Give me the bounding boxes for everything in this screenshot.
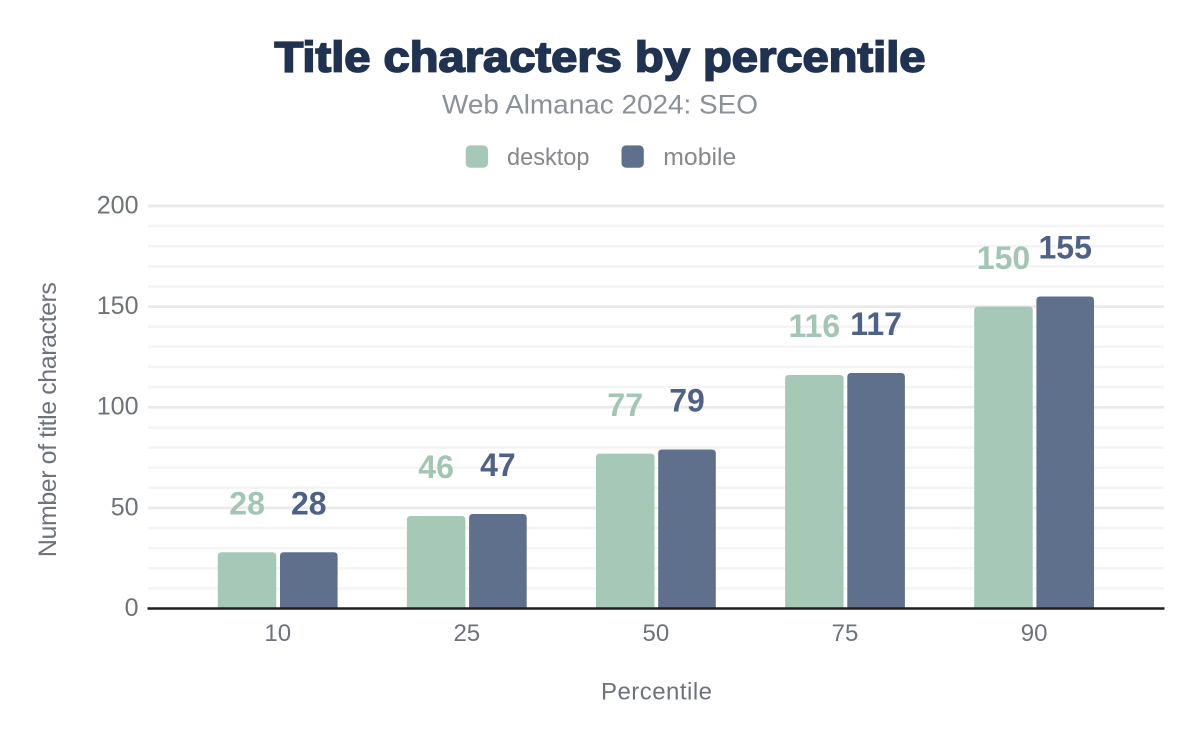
svg-text:46: 46: [418, 449, 454, 485]
svg-text:Percentile: Percentile: [601, 679, 712, 706]
svg-text:Web Almanac 2024: SEO: Web Almanac 2024: SEO: [442, 90, 758, 120]
svg-text:90: 90: [1021, 620, 1048, 647]
svg-text:Number of title characters: Number of title characters: [34, 282, 62, 557]
svg-text:50: 50: [111, 493, 139, 521]
svg-text:116: 116: [788, 308, 840, 344]
svg-text:75: 75: [832, 620, 859, 647]
svg-text:desktop: desktop: [507, 144, 590, 171]
svg-text:50: 50: [643, 620, 670, 647]
svg-text:28: 28: [229, 485, 265, 521]
svg-text:155: 155: [1039, 230, 1092, 266]
svg-text:25: 25: [453, 620, 480, 647]
svg-text:79: 79: [669, 383, 705, 419]
svg-text:200: 200: [97, 191, 139, 219]
svg-text:mobile: mobile: [663, 144, 736, 171]
svg-text:150: 150: [97, 292, 139, 320]
svg-text:100: 100: [97, 393, 139, 421]
svg-text:28: 28: [291, 485, 327, 521]
svg-text:117: 117: [850, 306, 902, 342]
svg-text:150: 150: [977, 240, 1030, 276]
svg-text:0: 0: [125, 594, 139, 622]
svg-text:10: 10: [264, 620, 291, 647]
svg-text:77: 77: [607, 387, 643, 423]
svg-text:Title characters by percentile: Title characters by percentile: [275, 33, 926, 81]
svg-text:47: 47: [480, 447, 516, 483]
